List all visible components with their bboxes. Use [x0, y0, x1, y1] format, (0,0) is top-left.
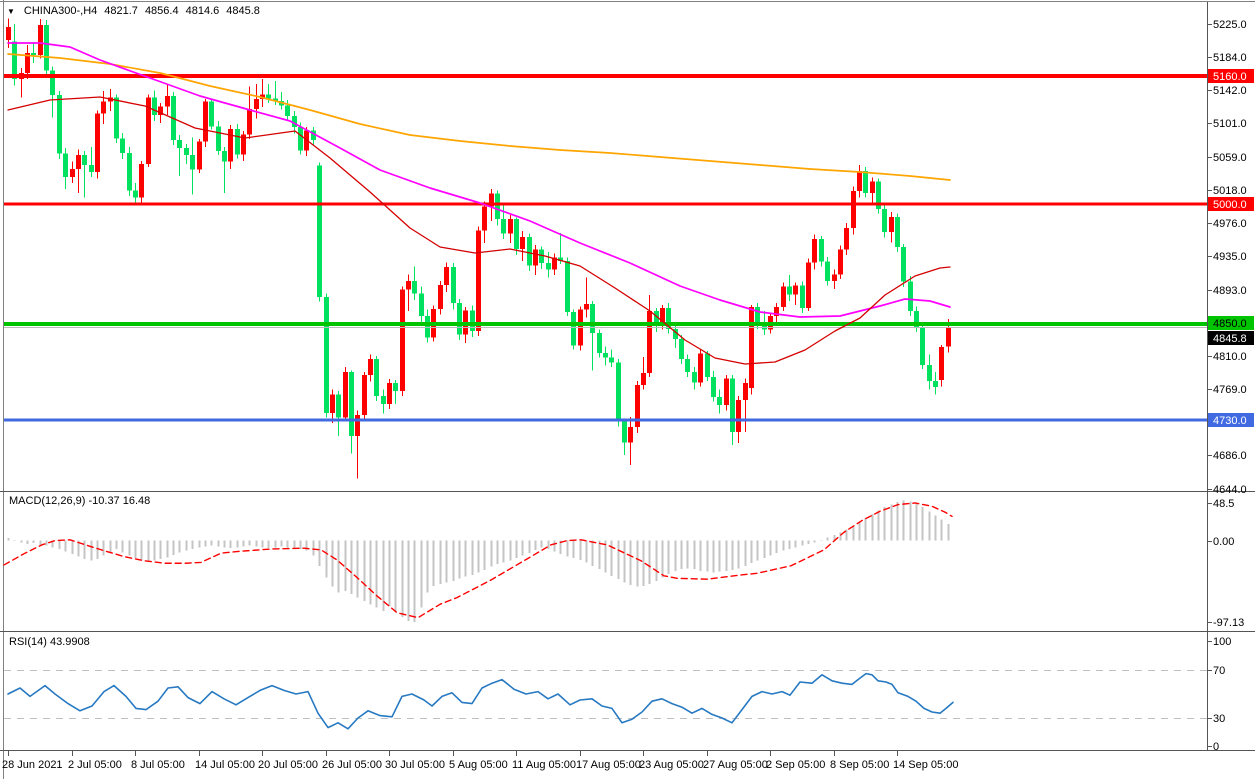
svg-text:4769.0: 4769.0: [1213, 384, 1247, 396]
price-axis: 5225.0 5184.0 5142.0 5101.0 5059.0 5018.0 4976…: [1207, 19, 1247, 753]
chart-header: ▼ CHINA300-,H4 4821.7 4856.4 4814.6 4845…: [7, 5, 260, 17]
rsi-name: RSI(14): [9, 636, 47, 648]
svg-text:48.5: 48.5: [1213, 498, 1234, 510]
rsi-line: [7, 672, 954, 730]
svg-text:27 Aug 05:00: 27 Aug 05:00: [703, 759, 768, 771]
svg-text:5018.0: 5018.0: [1213, 185, 1247, 197]
ohlc-high: 4856.4: [144, 5, 179, 17]
svg-text:4730.0: 4730.0: [1213, 415, 1247, 427]
svg-text:70: 70: [1213, 665, 1225, 677]
svg-text:8 Jul 05:00: 8 Jul 05:00: [131, 759, 185, 771]
svg-text:5101.0: 5101.0: [1213, 118, 1247, 130]
svg-text:4976.0: 4976.0: [1213, 218, 1247, 230]
svg-text:30: 30: [1213, 713, 1225, 725]
svg-text:4850.0: 4850.0: [1213, 318, 1247, 330]
ohlc-close: 4845.8: [226, 5, 260, 17]
rsi-indicator-label: RSI(14) 43.9908: [9, 636, 90, 648]
svg-text:4810.0: 4810.0: [1213, 351, 1247, 363]
svg-text:28 Jun 2021: 28 Jun 2021: [2, 759, 63, 771]
svg-text:5160.0: 5160.0: [1213, 71, 1247, 83]
svg-text:4935.0: 4935.0: [1213, 251, 1247, 263]
macd-signal-line: [3, 502, 953, 619]
svg-text:2 Jul 05:00: 2 Jul 05:00: [68, 759, 122, 771]
moving-averages-layer: [7, 42, 951, 365]
ohlc-low: 4814.6: [185, 5, 220, 17]
collapse-panel-icon[interactable]: ▼: [7, 6, 15, 16]
svg-text:5225.0: 5225.0: [1213, 19, 1247, 31]
svg-text:5000.0: 5000.0: [1213, 199, 1247, 211]
svg-text:4845.8: 4845.8: [1213, 333, 1247, 345]
macd-panel: [7, 500, 950, 622]
svg-text:-97.13: -97.13: [1213, 617, 1244, 629]
rsi-value: 43.9908: [49, 636, 90, 648]
level-lines-layer: [4, 74, 1207, 422]
svg-text:30 Jul 05:00: 30 Jul 05:00: [385, 759, 445, 771]
svg-text:2 Sep 05:00: 2 Sep 05:00: [766, 759, 825, 771]
ohlc-open: 4821.7: [104, 5, 138, 17]
svg-text:11 Aug 05:00: 11 Aug 05:00: [512, 759, 576, 771]
svg-text:8 Sep 05:00: 8 Sep 05:00: [830, 759, 889, 771]
svg-text:5142.0: 5142.0: [1213, 85, 1247, 97]
svg-text:23 Aug 05:00: 23 Aug 05:00: [639, 759, 704, 771]
time-axis: 28 Jun 2021 2 Jul 05:00 8 Jul 05:00 14 Jul …: [2, 751, 958, 771]
svg-text:5059.0: 5059.0: [1213, 152, 1247, 164]
svg-text:5 Aug 05:00: 5 Aug 05:00: [449, 759, 508, 771]
svg-text:0.00: 0.00: [1213, 536, 1234, 548]
svg-text:4893.0: 4893.0: [1213, 285, 1247, 297]
svg-text:26 Jul 05:00: 26 Jul 05:00: [322, 759, 382, 771]
macd-values: -10.37 16.48: [88, 495, 151, 507]
macd-indicator-label: MACD(12,26,9) -10.37 16.48: [9, 495, 150, 507]
svg-text:0: 0: [1213, 741, 1219, 753]
rsi-panel: [4, 670, 1207, 719]
svg-text:17 Aug 05:00: 17 Aug 05:00: [576, 759, 641, 771]
symbol-period-label: CHINA300-,H4: [23, 5, 98, 17]
price-badges: 5160.0 5000.0 4850.0 4730.0 4845.8: [1208, 69, 1254, 427]
macd-name: MACD(12,26,9): [9, 495, 86, 507]
svg-text:14 Sep 05:00: 14 Sep 05:00: [893, 759, 958, 771]
svg-text:100: 100: [1213, 636, 1231, 648]
svg-text:14 Jul 05:00: 14 Jul 05:00: [195, 759, 255, 771]
svg-text:5184.0: 5184.0: [1213, 52, 1247, 64]
svg-text:20 Jul 05:00: 20 Jul 05:00: [258, 759, 318, 771]
svg-text:4686.0: 4686.0: [1213, 450, 1247, 462]
svg-text:4644.0: 4644.0: [1213, 484, 1247, 496]
